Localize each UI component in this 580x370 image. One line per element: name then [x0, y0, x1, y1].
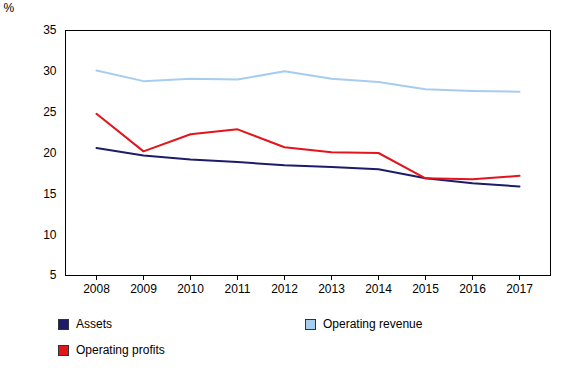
svg-text:5: 5	[50, 268, 57, 282]
svg-text:2017: 2017	[506, 282, 533, 296]
html-text:Operating profits: Operating profits	[76, 343, 165, 357]
svg-text:30: 30	[43, 64, 57, 78]
svg-text:%: %	[4, 1, 15, 15]
svg-text:2010: 2010	[177, 282, 204, 296]
html-text:Operating revenue: Operating revenue	[323, 317, 423, 331]
svg-text:15: 15	[43, 187, 57, 201]
svg-text:2009: 2009	[130, 282, 157, 296]
svg-text:2015: 2015	[412, 282, 439, 296]
svg-text:2013: 2013	[318, 282, 345, 296]
svg-text:25: 25	[43, 105, 57, 119]
svg-text:10: 10	[43, 228, 57, 242]
svg-text:2011: 2011	[225, 282, 251, 296]
svg-text:2014: 2014	[365, 282, 392, 296]
svg-text:20: 20	[43, 146, 57, 160]
svg-text:2012: 2012	[271, 282, 298, 296]
html-text:Assets: Assets	[76, 317, 112, 331]
svg-text:35: 35	[43, 23, 57, 37]
svg-text:2016: 2016	[459, 282, 486, 296]
svg-text:2008: 2008	[83, 282, 110, 296]
